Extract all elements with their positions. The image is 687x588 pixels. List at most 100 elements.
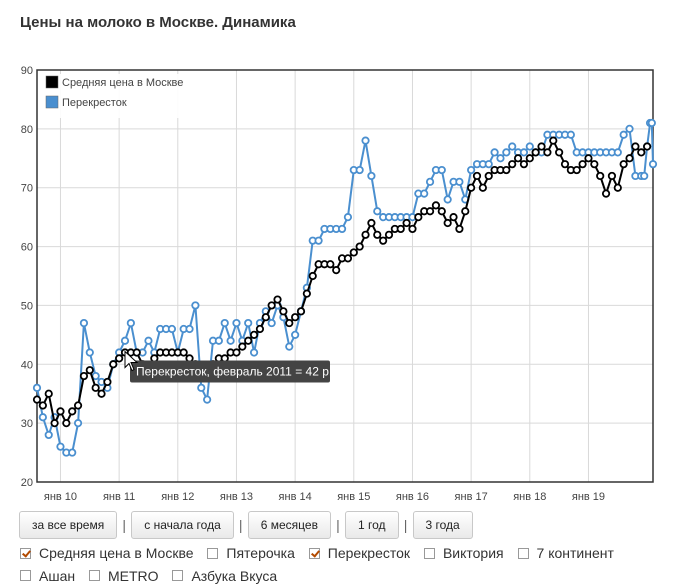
- checkbox-label: Азбука Вкуса: [191, 567, 278, 584]
- data-point: [420, 189, 429, 198]
- data-point: [197, 383, 206, 392]
- data-point: [103, 377, 112, 387]
- data-point: [343, 213, 353, 222]
- data-point: [115, 354, 124, 363]
- series-checkboxes: Средняя цена в Москве Пятерочка Перекрес…: [20, 542, 680, 587]
- data-point: [296, 307, 306, 316]
- data-point: [425, 177, 435, 186]
- data-point: [619, 160, 628, 169]
- separator: |: [403, 517, 408, 533]
- data-point: [449, 213, 458, 222]
- data-point: [179, 348, 188, 357]
- data-point: [267, 301, 276, 310]
- tooltip-text: Перекресток, февраль 2011 = 42 р.: [136, 365, 332, 379]
- data-point: [467, 165, 476, 175]
- y-tick-label: 50: [21, 300, 33, 312]
- checkbox-box[interactable]: [423, 547, 435, 559]
- data-point: [361, 230, 370, 239]
- checkbox-box[interactable]: [207, 547, 219, 559]
- x-tick-label: янв 10: [44, 491, 77, 503]
- data-point: [185, 324, 194, 334]
- data-point: [355, 242, 364, 251]
- checkbox-box[interactable]: [308, 547, 320, 559]
- data-point: [525, 154, 534, 163]
- data-point: [349, 248, 358, 257]
- data-point: [97, 389, 106, 398]
- data-point: [478, 183, 487, 192]
- data-point: [601, 189, 611, 198]
- range-1y-button[interactable]: 1 год: [344, 511, 399, 539]
- data-point: [343, 254, 353, 263]
- data-point: [68, 448, 77, 457]
- data-point: [85, 348, 94, 357]
- data-point: [484, 171, 493, 181]
- checkbox-7-kontinent[interactable]: 7 континент: [517, 542, 614, 564]
- checkbox-label: Перекресток: [327, 545, 411, 561]
- data-point: [249, 330, 259, 339]
- data-point: [647, 118, 656, 128]
- checkbox-viktoria[interactable]: Виктория: [423, 542, 504, 564]
- checkbox-auchan[interactable]: Ашан: [20, 565, 75, 587]
- data-point: [443, 218, 452, 228]
- checkbox-box[interactable]: [172, 570, 184, 581]
- range-buttons: за все время | с начала года | 6 месяцев…: [19, 510, 473, 540]
- data-point: [613, 183, 622, 192]
- data-point: [537, 142, 546, 151]
- checkbox-pyaterochka[interactable]: Пятерочка: [207, 542, 295, 564]
- data-point: [68, 407, 77, 416]
- checkbox-perekrestok[interactable]: Перекресток: [308, 542, 411, 564]
- data-point: [337, 224, 347, 234]
- data-point: [640, 171, 649, 181]
- data-point: [648, 160, 658, 169]
- range-3y-button[interactable]: 3 года: [412, 511, 473, 539]
- data-point: [73, 419, 83, 428]
- data-point: [437, 207, 446, 216]
- data-point: [543, 148, 552, 157]
- data-point: [226, 336, 235, 345]
- y-tick-label: 70: [21, 183, 33, 195]
- checkbox-azbuka-vkusa[interactable]: Азбука Вкуса: [172, 565, 277, 587]
- checkbox-label: METRO: [107, 567, 159, 584]
- x-tick-label: янв 18: [513, 491, 546, 503]
- range-all-button[interactable]: за все время: [19, 511, 118, 539]
- data-point: [109, 360, 118, 369]
- x-tick-label: янв 15: [337, 491, 370, 503]
- data-point: [203, 395, 212, 404]
- y-tick-label: 40: [21, 359, 33, 371]
- range-ytd-button[interactable]: с начала года: [131, 511, 234, 539]
- plot-border: [36, 69, 654, 483]
- data-point: [443, 195, 452, 204]
- checkbox-avg-moscow[interactable]: Средняя цена в Москве: [20, 542, 194, 564]
- data-point: [619, 130, 628, 139]
- checkbox-box[interactable]: [517, 547, 529, 559]
- x-tick-label: янв 14: [279, 491, 312, 503]
- checkbox-box[interactable]: [20, 547, 31, 559]
- data-point: [519, 148, 529, 157]
- data-point: [513, 154, 523, 163]
- x-tick-label: янв 19: [572, 491, 605, 503]
- x-tick-label: янв 17: [455, 491, 488, 503]
- data-point: [314, 236, 323, 245]
- data-point: [566, 130, 575, 139]
- data-point: [238, 342, 247, 351]
- data-point: [255, 324, 265, 334]
- data-point: [437, 165, 446, 175]
- range-6m-button[interactable]: 6 месяцев: [247, 511, 331, 539]
- y-tick-label: 20: [21, 477, 33, 489]
- checkbox-box[interactable]: [20, 570, 31, 581]
- data-point: [584, 154, 593, 163]
- data-point: [461, 207, 470, 216]
- data-point: [191, 301, 200, 310]
- data-point: [144, 336, 153, 345]
- data-point: [32, 383, 42, 392]
- data-point: [549, 136, 558, 145]
- data-point: [273, 295, 282, 304]
- separator: |: [238, 517, 243, 533]
- data-point: [167, 324, 177, 334]
- data-point: [525, 142, 534, 151]
- data-point: [508, 160, 517, 169]
- checkbox-box[interactable]: [88, 570, 100, 581]
- data-point: [373, 207, 382, 216]
- checkbox-metro[interactable]: METRO: [88, 565, 159, 587]
- data-point: [625, 124, 634, 133]
